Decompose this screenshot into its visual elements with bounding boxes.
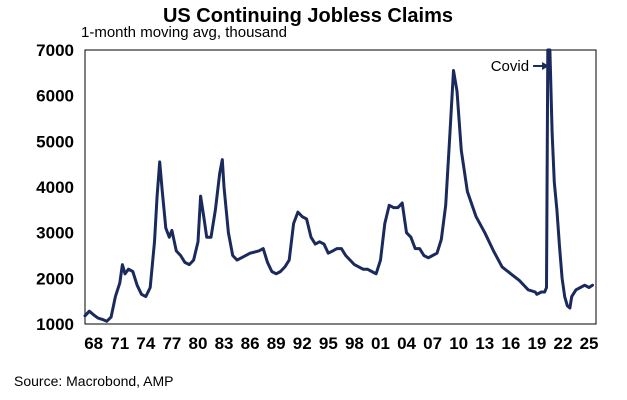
x-tick-label: 83 — [215, 334, 234, 353]
x-tick-label: 25 — [580, 334, 599, 353]
source-note: Source: Macrobond, AMP — [14, 373, 174, 389]
x-tick-label: 95 — [319, 334, 338, 353]
x-tick-label: 74 — [136, 334, 155, 353]
x-axis: 68 71 74 77 80 83 86 89 92 95 98 01 04 07 10 13 16 19 22 25 — [84, 334, 598, 353]
y-tick-label: 7000 — [36, 41, 74, 60]
x-tick-label: 89 — [267, 334, 286, 353]
series-line — [83, 48, 594, 323]
x-tick-label: 80 — [189, 334, 208, 353]
y-tick-label: 1000 — [36, 315, 74, 334]
x-tick-label: 86 — [241, 334, 260, 353]
x-tick-label: 04 — [397, 334, 416, 353]
x-tick-label: 07 — [423, 334, 442, 353]
chart-subtitle: 1-month moving avg, thousand — [81, 24, 287, 41]
y-tick-label: 4000 — [36, 178, 74, 197]
covid-label: Covid — [491, 58, 529, 75]
x-tick-label: 10 — [449, 334, 468, 353]
plot-frame — [84, 49, 597, 325]
x-tick-label: 01 — [371, 334, 390, 353]
x-tick-label: 13 — [475, 334, 494, 353]
x-tick-label: 19 — [527, 334, 546, 353]
x-tick-label: 98 — [345, 334, 364, 353]
y-tick-label: 2000 — [36, 269, 74, 288]
chart-title: US Continuing Jobless Claims — [163, 5, 453, 27]
y-tick-label: 5000 — [36, 132, 74, 151]
y-tick-label: 6000 — [36, 87, 74, 106]
x-tick-label: 77 — [162, 334, 181, 353]
x-tick-label: 16 — [501, 334, 520, 353]
y-axis: 1000 2000 3000 4000 5000 6000 7000 — [36, 41, 74, 334]
y-tick-label: 3000 — [36, 224, 74, 243]
covid-annotation: Covid — [491, 58, 550, 75]
covid-arrow-head — [542, 61, 550, 70]
x-tick-label: 22 — [554, 334, 573, 353]
x-tick-label: 71 — [110, 334, 129, 353]
x-tick-label: 68 — [84, 334, 103, 353]
x-tick-label: 92 — [293, 334, 312, 353]
